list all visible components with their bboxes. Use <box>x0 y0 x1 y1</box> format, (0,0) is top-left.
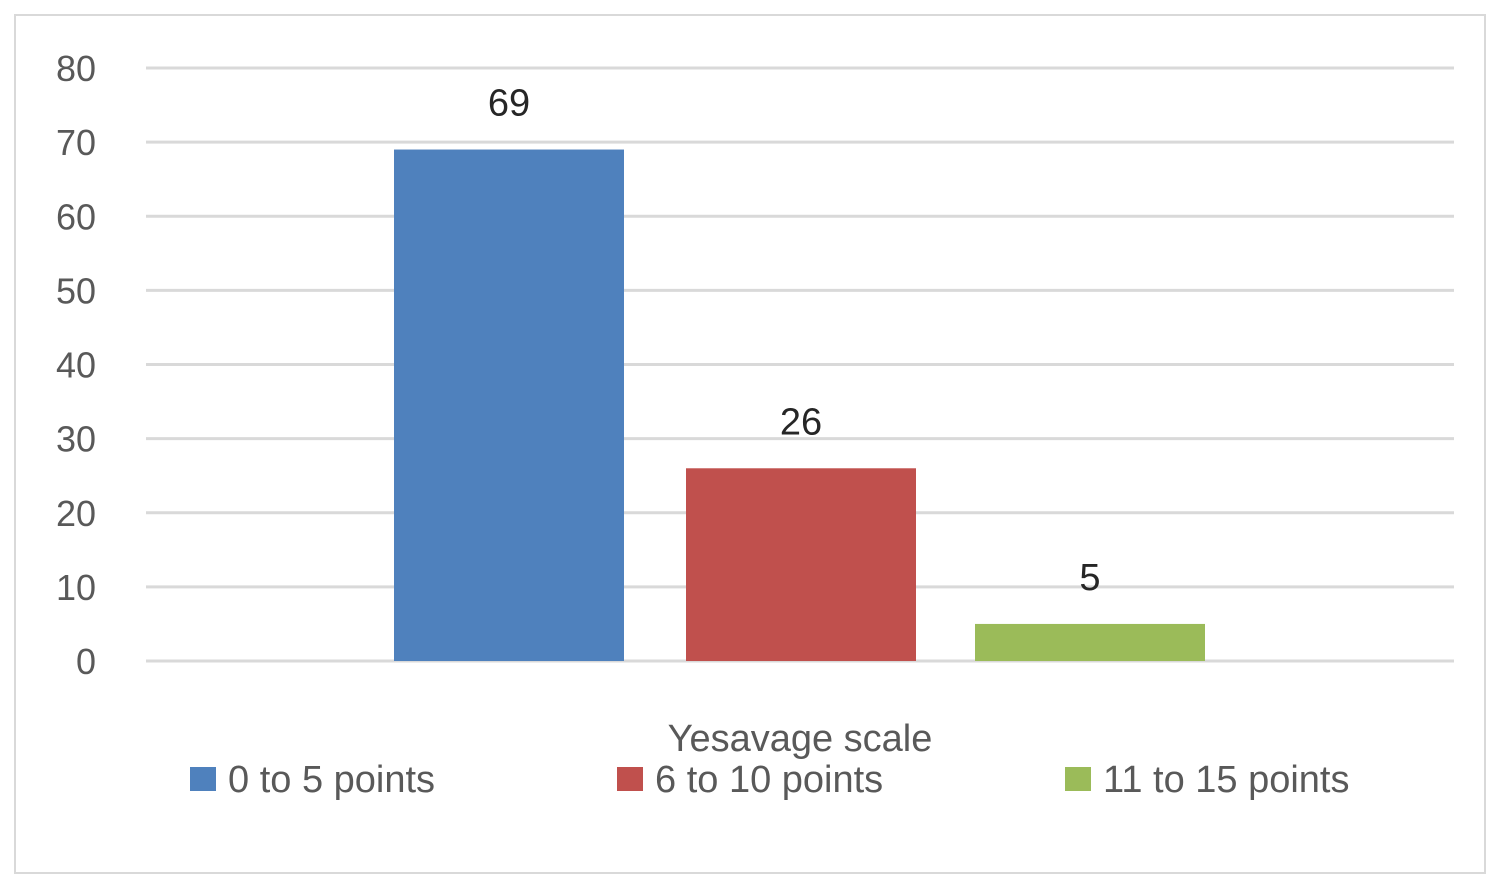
data-label-1: 69 <box>488 83 530 125</box>
y-tick-label-40: 40 <box>56 345 96 386</box>
legend-swatch-1 <box>190 767 216 791</box>
bar-3 <box>975 623 1205 661</box>
gridlines <box>146 66 1454 663</box>
legend: 0 to 5 points 6 to 10 points 11 to 15 poin… <box>190 759 1349 801</box>
legend-label-2: 6 to 10 points <box>655 759 883 801</box>
legend-label-3: 11 to 15 points <box>1103 759 1349 801</box>
bars <box>394 149 1205 661</box>
data-label-3: 5 <box>1079 557 1100 599</box>
y-tick-label-80: 80 <box>56 48 96 89</box>
y-tick-label-10: 10 <box>56 567 96 608</box>
y-tick-label-60: 60 <box>56 196 96 237</box>
y-tick-label-70: 70 <box>56 122 96 163</box>
y-tick-label-50: 50 <box>56 270 96 311</box>
chart-frame <box>14 14 1486 874</box>
bar-1 <box>394 149 624 661</box>
legend-swatch-2 <box>617 767 643 791</box>
y-tick-label-20: 20 <box>56 493 96 534</box>
x-axis-label: Yesavage scale <box>668 718 933 760</box>
y-tick-label-0: 0 <box>76 641 96 682</box>
legend-swatch-3 <box>1065 767 1091 791</box>
y-axis-tick-labels: 0 10 20 30 40 50 60 70 80 <box>56 48 96 682</box>
bar-2 <box>686 468 916 661</box>
data-labels: 69 26 5 <box>488 83 1101 599</box>
y-tick-label-30: 30 <box>56 419 96 460</box>
legend-label-1: 0 to 5 points <box>228 759 435 801</box>
data-label-2: 26 <box>780 401 822 443</box>
